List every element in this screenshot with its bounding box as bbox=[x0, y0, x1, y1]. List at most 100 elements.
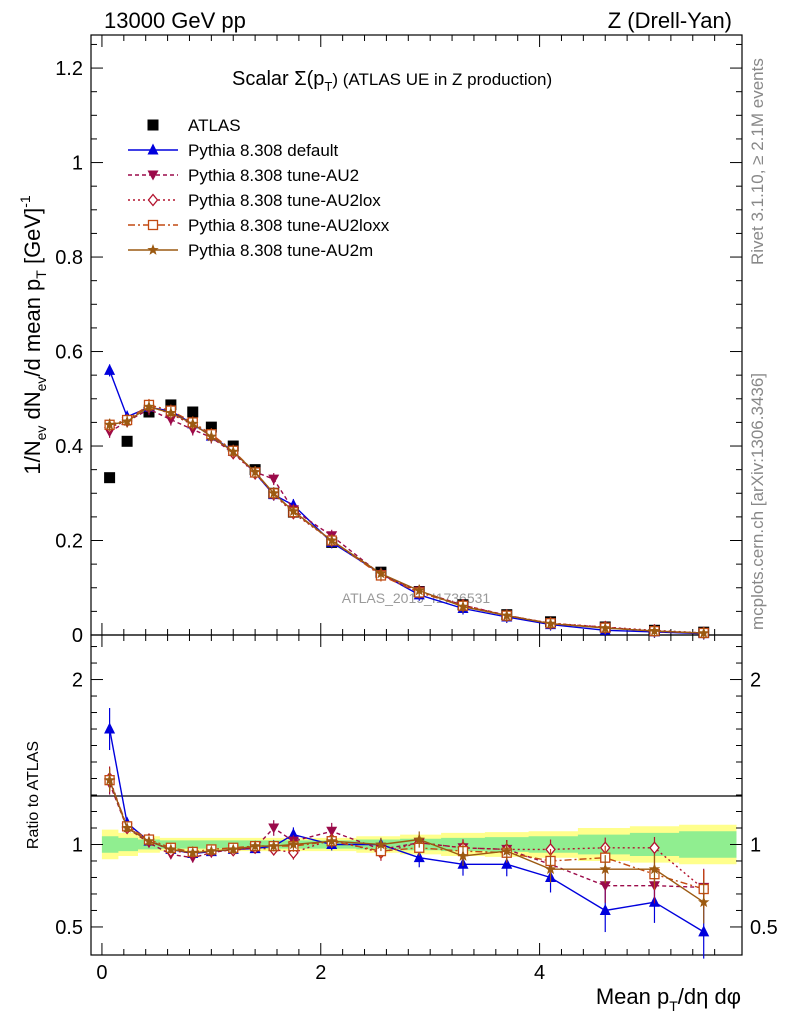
legend-item: Pythia 8.308 tune-AU2 bbox=[128, 166, 359, 185]
header-right-label: Z (Drell-Yan) bbox=[608, 8, 732, 33]
legend-item: Pythia 8.308 tune-AU2lox bbox=[128, 191, 381, 210]
x-tick-label: 4 bbox=[534, 962, 545, 984]
main-panel-series bbox=[103, 363, 710, 640]
ratio-y-tick-label-right: 1 bbox=[750, 834, 761, 856]
ratio-panel-axes: 0.5 0.5 1 1 2 2 0 2 4 bbox=[55, 635, 778, 984]
legend-item: Pythia 8.308 default bbox=[128, 141, 339, 160]
legend-marker bbox=[147, 170, 159, 181]
ratio-data-point bbox=[648, 863, 661, 875]
header-left-label: 13000 GeV pp bbox=[104, 8, 246, 33]
main-data-point bbox=[326, 534, 338, 546]
main-data-point bbox=[205, 421, 217, 433]
main-data-point bbox=[544, 617, 557, 629]
main-y-tick-label: 1.2 bbox=[55, 58, 83, 80]
legend-label: Pythia 8.308 tune-AU2loxx bbox=[188, 216, 390, 235]
ratio-data-point bbox=[649, 841, 660, 855]
ratio-data-point bbox=[287, 838, 300, 850]
main-data-point bbox=[375, 567, 387, 579]
legend-item: Pythia 8.308 tune-AU2loxx bbox=[128, 216, 390, 235]
main-data-point bbox=[698, 627, 710, 638]
ratio-data-point bbox=[457, 850, 469, 861]
ratio-data-point bbox=[599, 881, 611, 892]
main-data-point bbox=[205, 430, 218, 442]
main-y-tick-label: 1 bbox=[72, 153, 83, 175]
ratio-data-point bbox=[268, 840, 280, 851]
main-data-point bbox=[227, 445, 239, 457]
x-tick-label: 0 bbox=[96, 962, 107, 984]
legend: ATLAS Pythia 8.308 default Pythia 8.308 tu… bbox=[128, 116, 390, 260]
main-data-point bbox=[121, 415, 133, 427]
ratio-data-point bbox=[413, 833, 425, 845]
ratio-series-5 bbox=[103, 768, 710, 924]
main-series-5 bbox=[103, 400, 710, 640]
ratio-data-point bbox=[205, 845, 218, 856]
ratio-data-point bbox=[103, 774, 116, 785]
main-data-point bbox=[648, 625, 661, 636]
ratio-data-point bbox=[227, 843, 239, 855]
ratio-data-point bbox=[165, 843, 177, 855]
main-data-point bbox=[143, 400, 155, 412]
main-data-point bbox=[413, 584, 425, 596]
ratio-y-tick-label-right: 0.5 bbox=[750, 917, 778, 939]
main-data-point bbox=[599, 622, 611, 633]
main-data-point bbox=[121, 435, 133, 447]
ratio-data-point bbox=[599, 903, 611, 915]
rivet-version-label: Rivet 3.1.10, ≥ 2.1M events bbox=[748, 58, 767, 265]
ratio-data-point bbox=[375, 838, 387, 850]
ratio-data-point bbox=[249, 840, 261, 851]
ratio-data-point bbox=[326, 835, 338, 846]
legend-label: ATLAS bbox=[188, 116, 241, 135]
ratio-data-point bbox=[326, 826, 338, 837]
ratio-data-point bbox=[121, 822, 133, 833]
ratio-data-point bbox=[544, 863, 557, 875]
legend-marker bbox=[147, 119, 159, 131]
ratio-data-point bbox=[698, 925, 710, 937]
legend-label: Pythia 8.308 tune-AU2m bbox=[188, 241, 373, 260]
legend-marker bbox=[147, 193, 159, 207]
mcplots-label: mcplots.cern.ch [arXiv:1306.3436] bbox=[748, 373, 767, 630]
main-y-axis-label: 1/Nev dNev/d mean pT [GeV]-1 bbox=[17, 195, 49, 475]
main-data-point bbox=[249, 466, 261, 477]
main-data-point bbox=[165, 407, 177, 418]
legend-marker bbox=[147, 143, 159, 155]
main-data-point bbox=[104, 363, 116, 375]
main-panel-title: Scalar Σ(pT) (ATLAS UE in Z production) bbox=[232, 68, 552, 94]
x-tick-label: 2 bbox=[315, 962, 326, 984]
main-y-tick-label: 0.8 bbox=[55, 247, 83, 269]
legend-marker bbox=[147, 244, 159, 255]
main-y-tick-label: 0.2 bbox=[55, 531, 83, 553]
ratio-data-point bbox=[501, 857, 513, 869]
ratio-y-axis-label: Ratio to ATLAS bbox=[25, 741, 42, 849]
main-data-point bbox=[104, 472, 116, 484]
main-data-point bbox=[287, 505, 300, 517]
ratio-y-tick-label-right: 2 bbox=[750, 670, 761, 692]
main-data-point bbox=[103, 418, 116, 430]
main-data-point bbox=[501, 609, 513, 621]
main-data-point bbox=[187, 406, 199, 418]
ratio-data-point bbox=[268, 823, 280, 834]
main-data-point bbox=[268, 474, 280, 485]
ratio-y-tick-label: 2 bbox=[72, 670, 83, 692]
ratio-data-point bbox=[413, 851, 425, 863]
ratio-data-point bbox=[599, 863, 611, 875]
ratio-panel-frame bbox=[90, 634, 743, 956]
main-data-point bbox=[187, 417, 199, 429]
legend-marker bbox=[147, 219, 159, 231]
ratio-panel-series bbox=[103, 708, 710, 959]
ratio-data-point bbox=[143, 835, 155, 846]
main-panel-axes: 0 0.2 0.4 0.6 0.8 1 1.2 bbox=[55, 35, 742, 647]
legend-label: Pythia 8.308 default bbox=[188, 141, 339, 160]
x-axis-label: Mean pT/dη dφ bbox=[596, 984, 741, 1014]
main-data-point bbox=[457, 600, 469, 612]
ratio-data-point bbox=[104, 722, 116, 734]
ratio-y-tick-label: 0.5 bbox=[55, 917, 83, 939]
main-data-point bbox=[268, 487, 280, 499]
main-y-tick-label: 0 bbox=[72, 625, 83, 647]
ratio-data-point bbox=[698, 896, 710, 908]
legend-label: Pythia 8.308 tune-AU2 bbox=[188, 166, 359, 185]
legend-item: ATLAS bbox=[147, 116, 241, 135]
main-y-tick-label: 0.4 bbox=[55, 436, 83, 458]
legend-item: Pythia 8.308 tune-AU2m bbox=[128, 241, 373, 260]
ratio-data-point bbox=[187, 846, 199, 858]
